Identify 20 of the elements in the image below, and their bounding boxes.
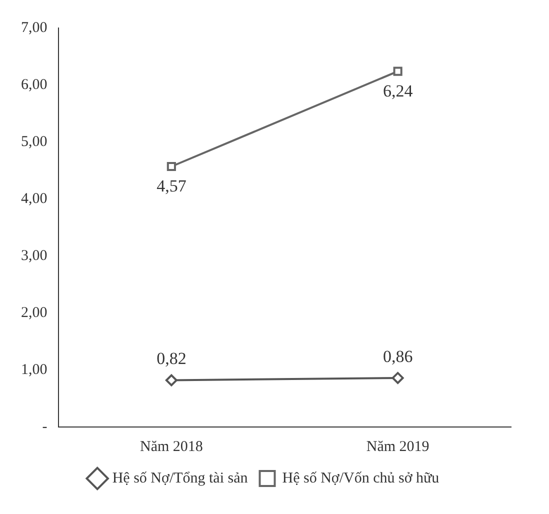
- y-tick-label: 7,00: [21, 20, 48, 36]
- data-label: 0,86: [382, 346, 413, 366]
- y-tick-label: 2,00: [21, 304, 48, 321]
- legend-label: Hệ số Nợ/Tổng tài sản: [112, 470, 248, 486]
- y-tick-label: 5,00: [21, 134, 48, 150]
- x-tick-label: Năm 2019: [366, 438, 430, 455]
- point: [166, 162, 176, 172]
- point: [393, 66, 402, 76]
- point: [165, 374, 178, 386]
- data-label: 6,24: [382, 81, 414, 100]
- y-tick-label: 6,00: [21, 76, 48, 93]
- data-label: 0,82: [156, 349, 186, 368]
- x-tick-label: Năm 2018: [140, 438, 203, 455]
- y-tick-label: 1,00: [21, 362, 48, 378]
- data-label: 4,57: [156, 176, 187, 196]
- y-tick-label: -: [42, 418, 48, 435]
- legend-label: Hệ số Nợ/Vốn chủ sở hữu: [282, 470, 440, 486]
- y-tick-label: 3,00: [21, 248, 48, 264]
- point: [392, 372, 404, 384]
- y-tick-label: 4,00: [21, 190, 48, 207]
